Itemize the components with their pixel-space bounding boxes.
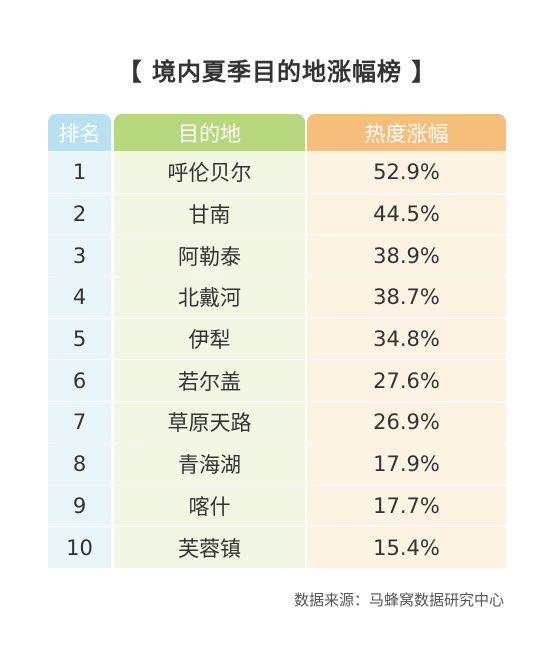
destination-cell: 草原天路 <box>114 402 305 443</box>
rank-cell: 9 <box>48 485 111 527</box>
rank-cell: 10 <box>48 527 111 568</box>
table-row: 6 若尔盖 27.6% <box>48 360 506 403</box>
increase-cell: 34.8% <box>307 318 506 360</box>
data-source: 数据来源：马蜂窝数据研究中心 <box>293 591 504 609</box>
destination-cell: 喀什 <box>114 485 305 527</box>
rank-cell: 1 <box>48 152 111 193</box>
table-body: 1 呼伦贝尔 52.9% 2 甘南 44.5% 3 阿勒泰 38.9% 4 北戴河 38.7% 5 伊犁 3… <box>48 152 506 569</box>
table-row: 7 草原天路 26.9% <box>48 402 506 444</box>
increase-cell: 26.9% <box>307 402 506 443</box>
rank-cell: 3 <box>48 235 111 277</box>
destination-cell: 青海湖 <box>114 443 305 485</box>
rank-cell: 8 <box>48 443 111 485</box>
table-row: 2 甘南 44.5% <box>48 193 506 236</box>
destination-cell: 呼伦贝尔 <box>114 152 305 193</box>
table-row: 4 北戴河 38.7% <box>48 277 506 319</box>
increase-cell: 17.7% <box>307 485 506 527</box>
destination-cell: 甘南 <box>114 193 305 235</box>
header-destination: 目的地 <box>114 114 305 151</box>
ranking-table: 排名 目的地 热度涨幅 1 呼伦贝尔 52.9% 2 甘南 44.5% 3 阿勒泰 38.9% 4… <box>48 114 506 569</box>
page-title: 【 境内夏季目的地涨幅榜 】 <box>117 58 437 86</box>
destination-cell: 伊犁 <box>114 318 305 360</box>
destination-cell: 若尔盖 <box>114 360 305 402</box>
destination-cell: 阿勒泰 <box>114 235 305 277</box>
destination-cell: 北戴河 <box>114 277 305 318</box>
destination-cell: 芙蓉镇 <box>114 527 305 568</box>
rank-cell: 7 <box>48 402 111 443</box>
increase-cell: 52.9% <box>307 152 506 193</box>
increase-cell: 17.9% <box>307 443 506 485</box>
increase-cell: 44.5% <box>307 193 506 235</box>
table-row: 5 伊犁 34.8% <box>48 318 506 361</box>
header-increase: 热度涨幅 <box>307 114 506 151</box>
rank-cell: 5 <box>48 318 111 360</box>
table-row: 8 青海湖 17.9% <box>48 443 506 486</box>
header-rank: 排名 <box>48 114 111 151</box>
table-row: 3 阿勒泰 38.9% <box>48 235 506 278</box>
increase-cell: 38.7% <box>307 277 506 318</box>
increase-cell: 38.9% <box>307 235 506 277</box>
table-row: 1 呼伦贝尔 52.9% <box>48 152 506 194</box>
rank-cell: 6 <box>48 360 111 402</box>
rank-cell: 4 <box>48 277 111 318</box>
rank-cell: 2 <box>48 193 111 235</box>
increase-cell: 27.6% <box>307 360 506 402</box>
table-row: 10 芙蓉镇 15.4% <box>48 527 506 569</box>
increase-cell: 15.4% <box>307 527 506 568</box>
table-header: 排名 目的地 热度涨幅 <box>48 114 506 151</box>
table-row: 9 喀什 17.7% <box>48 485 506 528</box>
